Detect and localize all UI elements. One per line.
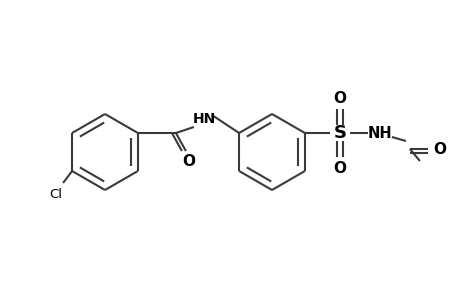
Text: S: S bbox=[333, 124, 346, 142]
Text: O: O bbox=[333, 160, 346, 175]
Text: O: O bbox=[182, 154, 195, 169]
Text: HN: HN bbox=[192, 112, 215, 126]
Text: O: O bbox=[432, 142, 445, 157]
Text: O: O bbox=[333, 91, 346, 106]
Text: Cl: Cl bbox=[50, 188, 62, 202]
Text: NH: NH bbox=[367, 125, 392, 140]
